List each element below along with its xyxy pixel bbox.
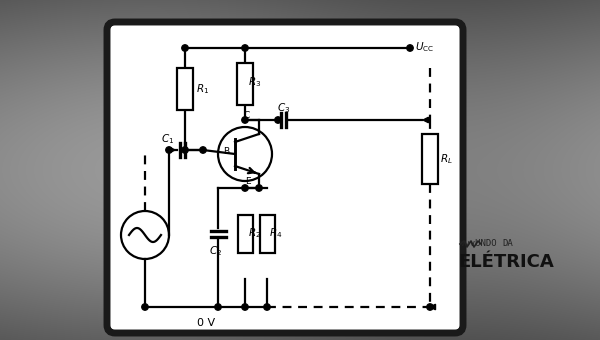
Text: $R_2$: $R_2$ xyxy=(248,226,261,240)
Circle shape xyxy=(256,185,262,191)
Text: $U_{\rm CC}$: $U_{\rm CC}$ xyxy=(415,40,434,54)
Text: $R_L$: $R_L$ xyxy=(440,152,453,166)
Text: $C_3$: $C_3$ xyxy=(277,101,290,115)
Circle shape xyxy=(264,304,270,310)
FancyBboxPatch shape xyxy=(107,22,463,333)
Bar xyxy=(177,68,193,110)
Circle shape xyxy=(242,117,248,123)
Bar xyxy=(260,215,275,253)
Circle shape xyxy=(142,304,148,310)
Text: DA: DA xyxy=(502,239,513,249)
Text: $R_4$: $R_4$ xyxy=(269,226,283,240)
Bar xyxy=(422,134,438,184)
Circle shape xyxy=(215,304,221,310)
Text: $R_3$: $R_3$ xyxy=(248,75,261,89)
Text: C: C xyxy=(244,112,250,120)
Bar xyxy=(237,63,253,105)
Bar xyxy=(238,215,253,253)
Text: vvvUNDO: vvvUNDO xyxy=(460,239,497,249)
Circle shape xyxy=(242,304,248,310)
Circle shape xyxy=(166,147,172,153)
Circle shape xyxy=(427,304,433,310)
Circle shape xyxy=(218,127,272,181)
Circle shape xyxy=(182,45,188,51)
Circle shape xyxy=(242,45,248,51)
Text: ELÉTRICA: ELÉTRICA xyxy=(458,253,554,271)
Circle shape xyxy=(121,211,169,259)
Circle shape xyxy=(407,45,413,51)
Text: B: B xyxy=(223,148,229,156)
Circle shape xyxy=(200,147,206,153)
Circle shape xyxy=(182,147,188,153)
Text: $C_1$: $C_1$ xyxy=(161,132,175,146)
Polygon shape xyxy=(170,147,175,153)
Polygon shape xyxy=(423,117,428,123)
Text: $R_1$: $R_1$ xyxy=(196,82,209,96)
Text: 0 V: 0 V xyxy=(197,318,215,328)
Polygon shape xyxy=(430,304,436,310)
Circle shape xyxy=(242,185,248,191)
Circle shape xyxy=(275,117,281,123)
Text: E: E xyxy=(245,177,251,186)
Text: $C_2$: $C_2$ xyxy=(209,244,223,258)
